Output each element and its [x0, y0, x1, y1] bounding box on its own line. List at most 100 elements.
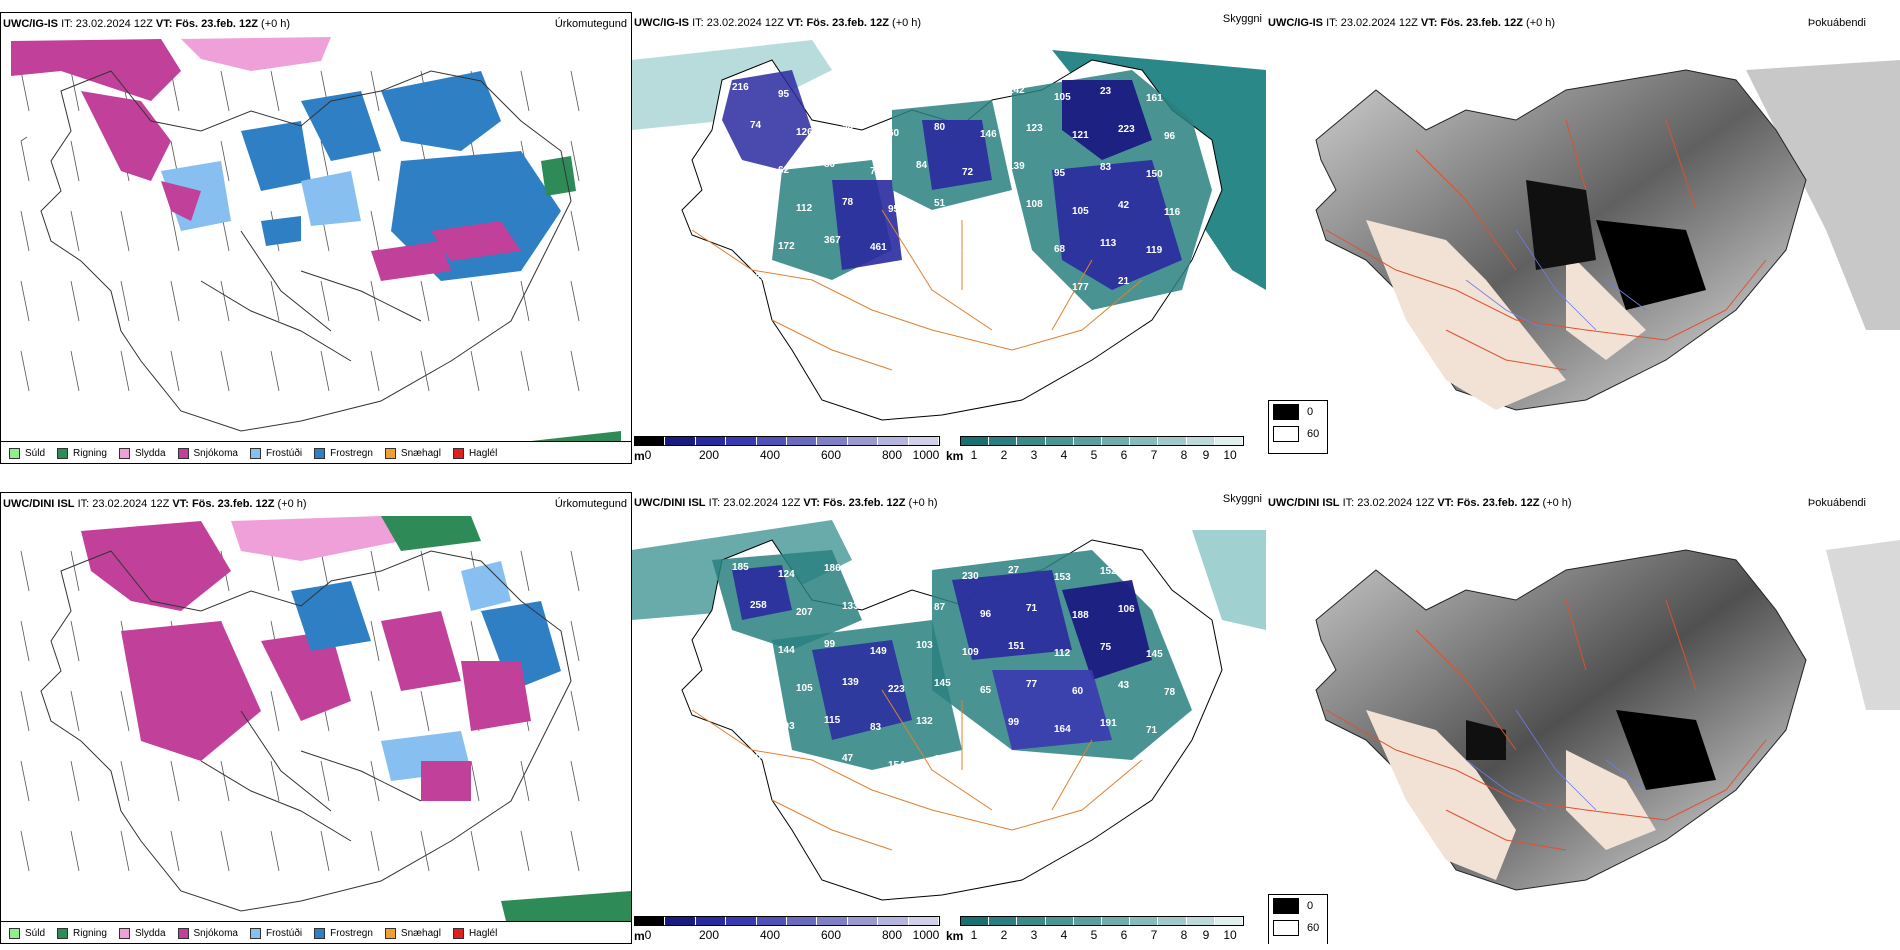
- ceiling-value-label: 186: [824, 563, 841, 574]
- ceiling-value-label: 106: [1118, 604, 1135, 615]
- ceiling-value-label: 153: [1054, 572, 1071, 583]
- precip-fields: [81, 516, 631, 941]
- colorbar-ticks: 1 2 3 4 5 6 7 8 9 10: [960, 446, 1244, 462]
- ceiling-value-label: 78: [1164, 687, 1176, 698]
- tick-label: 10: [1223, 448, 1237, 462]
- tick-label: 600: [820, 448, 842, 462]
- tick-label: 8: [1180, 928, 1188, 942]
- legend-label: Frostúði: [265, 447, 303, 459]
- vt-label: VT:: [803, 497, 820, 509]
- ceiling-value-label: 30: [750, 752, 762, 763]
- ceiling-value-label: 80: [934, 122, 946, 133]
- model-name: UWC/DINI ISL: [3, 498, 75, 510]
- fog-legend-label: 0: [1307, 900, 1314, 912]
- precip-fields: [11, 37, 621, 461]
- tick-label: 2: [1000, 448, 1008, 462]
- ceiling-value-label: 116: [842, 273, 859, 284]
- ceiling-value-label: 172: [778, 241, 795, 252]
- lead-time: (+0 h): [892, 17, 922, 29]
- ceiling-value-label: 87: [934, 602, 946, 613]
- legend-label: Snæhagl: [400, 447, 441, 459]
- legend-label: Rigning: [73, 927, 107, 939]
- ceiling-value-label: 82: [732, 158, 744, 169]
- ceiling-value-label: 191: [1100, 718, 1117, 729]
- precip-legend: Súld Rigning Slydda Snjókoma Frostúði Fr…: [1, 921, 631, 943]
- colorbar-ticks: 1 2 3 4 5 6 7 8 9 10: [960, 926, 1244, 942]
- vt-label: VT:: [1437, 497, 1454, 509]
- ceiling-value-label: 52: [824, 83, 836, 94]
- legend-swatch: [452, 447, 464, 459]
- legend-item: Haglél: [452, 447, 497, 459]
- ceiling-value-label: 139: [842, 677, 859, 688]
- ceiling-value-label: 60: [1072, 686, 1084, 697]
- legend-item: Snjókoma: [177, 447, 238, 459]
- ceiling-value-label: 139: [934, 754, 951, 765]
- tick-label: 1000: [912, 448, 940, 462]
- model-name: UWC/IG-IS: [634, 17, 689, 29]
- ceiling-colorbar-bottom: 0 200 400 600 800 1000 m: [634, 916, 940, 944]
- fog-swatch: [1273, 898, 1299, 914]
- precip-type-panel-bottom: UWC/DINI ISL IT: 23.02.2024 12Z VT: Fös.…: [0, 492, 632, 944]
- ceiling-value-label: 161: [1146, 93, 1163, 104]
- tick-label: 9: [1202, 928, 1210, 942]
- colorbar-ticks: 0 200 400 600 800 1000: [634, 446, 940, 462]
- variable-name: Skyggni: [1222, 493, 1262, 505]
- fog-legend-bottom: 0 60: [1268, 894, 1328, 944]
- ceiling-value-label: 207: [796, 607, 813, 618]
- ceiling-value-label: 71: [1026, 603, 1038, 614]
- ceiling-value-label: 138: [962, 723, 979, 734]
- ceiling-value-label: 51: [934, 198, 946, 209]
- ceiling-value-label: 95: [888, 204, 900, 215]
- legend-item: Snæhagl: [384, 447, 441, 459]
- lead-time: (+0 h): [908, 497, 938, 509]
- ceiling-value-label: 82: [732, 714, 744, 725]
- precip-legend: Súld Rigning Slydda Snjókoma Frostúði Fr…: [1, 441, 631, 463]
- fog-swatch: [1273, 920, 1299, 936]
- it-label: IT:: [1326, 17, 1338, 29]
- ceiling-value-label: 142: [1008, 85, 1025, 96]
- colorbar-cells: [960, 916, 1244, 926]
- panel-header: UWC/DINI ISL IT: 23.02.2024 12Z VT: Fös.…: [3, 497, 627, 513]
- ceiling-panel-top: UWC/IG-IS IT: 23.02.2024 12Z VT: Fös. 23…: [632, 12, 1266, 464]
- ceiling-value-label: 95: [778, 89, 790, 100]
- ceiling-value-label: 74: [750, 120, 762, 131]
- ceiling-labels-bottom: 185 124 186 108 103 230 27 153 152 83 258 207 133 453…: [732, 562, 1181, 772]
- ceiling-value-label: 80: [824, 159, 836, 170]
- legend-label: Frostúði: [265, 927, 303, 939]
- legend-item: Snæhagl: [384, 927, 441, 939]
- ceiling-value-label: 145: [934, 678, 951, 689]
- lead-time: (+0 h): [277, 498, 307, 510]
- ceiling-value-label: 121: [1072, 130, 1089, 141]
- ceiling-value-label: 149: [870, 646, 887, 657]
- legend-swatch: [57, 447, 69, 459]
- fog-legend-label: 0: [1307, 406, 1314, 418]
- tick-label: 4: [1060, 448, 1068, 462]
- ceiling-value-label: 84: [916, 160, 928, 171]
- tick-label: 3: [1030, 448, 1038, 462]
- colorbar-unit: m: [634, 449, 645, 463]
- legend-item: Rigning: [57, 447, 107, 459]
- tick-label: 10: [1223, 928, 1237, 942]
- ceiling-value-label: 145: [1146, 649, 1163, 660]
- tick-label: 0: [644, 448, 652, 462]
- ceiling-value-label: 367: [824, 235, 841, 246]
- legend-item: Súld: [9, 447, 45, 459]
- ceiling-value-label: 116: [1164, 207, 1181, 218]
- ceiling-value-label: 109: [962, 647, 979, 658]
- legend-item: Snjókoma: [177, 927, 238, 939]
- ceiling-value-label: 65: [980, 685, 992, 696]
- legend-swatch: [9, 927, 20, 939]
- legend-swatch: [384, 447, 396, 459]
- tick-label: 400: [759, 928, 781, 942]
- panel-header: UWC/IG-IS IT: 23.02.2024 12Z VT: Fös. 23…: [634, 13, 1262, 32]
- ceiling-value-label: 129: [732, 638, 749, 649]
- vt-label: VT:: [1420, 17, 1438, 29]
- legend-item: Frostúði: [249, 447, 303, 459]
- colorbar-cells: [634, 916, 940, 926]
- legend-swatch: [57, 927, 69, 939]
- ceiling-value-label: 177: [1072, 282, 1089, 293]
- ceiling-value-label: 461: [870, 242, 887, 253]
- vt-value: Fös. 23.feb. 12Z: [175, 18, 258, 30]
- tick-label: 3: [1030, 928, 1038, 942]
- model-name: UWC/DINI ISL: [1268, 497, 1340, 509]
